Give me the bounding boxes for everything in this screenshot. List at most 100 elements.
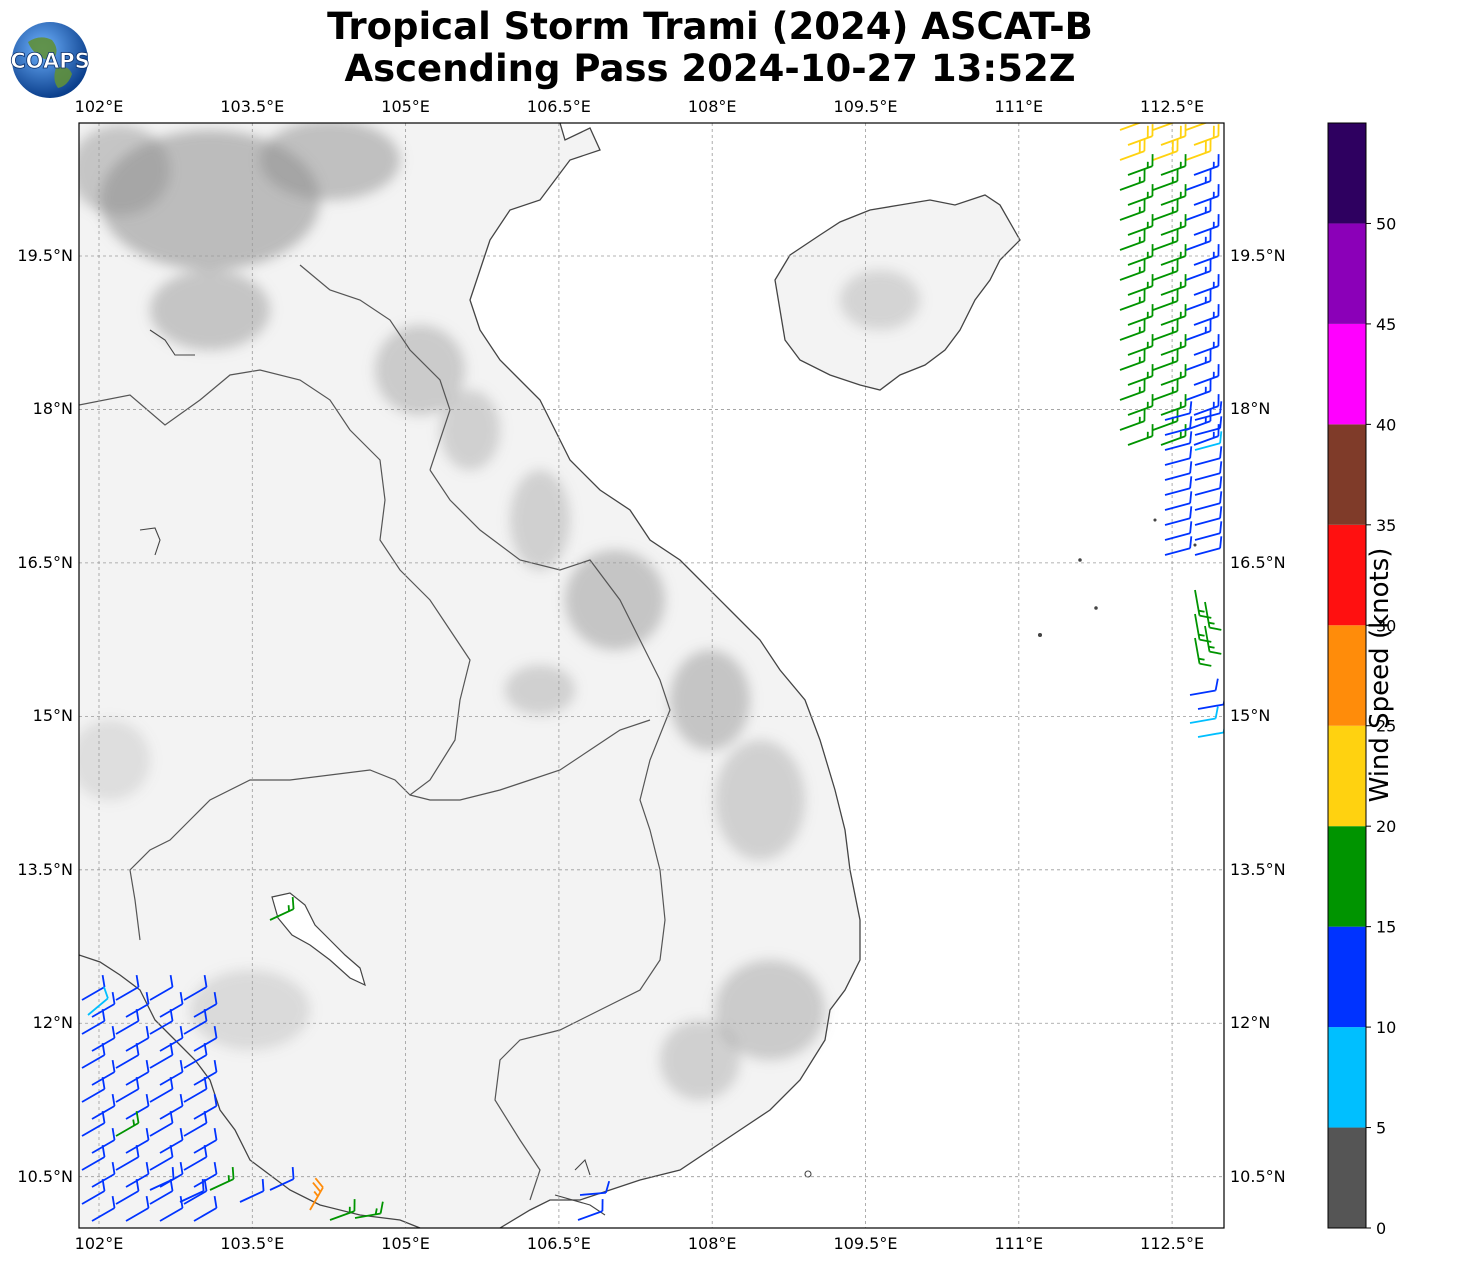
wind-barb [1152,379,1179,401]
lat-tick-label: 15°N [1230,706,1271,726]
wind-barb [149,1111,174,1137]
wind-barb [1185,289,1212,311]
colorbar-tick-label: 15 [1376,918,1396,937]
gridlines [79,123,1224,1228]
wind-barb [1127,394,1154,416]
lat-tick-label: 16.5°N [17,552,73,572]
lat-tick-label: 10.5°N [1230,1166,1286,1186]
wind-barb [1119,349,1146,371]
colorbar-bin [1328,123,1366,224]
country-borders [79,264,671,1201]
wind-barb [1127,334,1154,356]
lat-tick-label: 18°N [32,399,73,419]
coastline-gulf-thailand [79,954,421,1228]
wind-barb [1119,259,1146,281]
wind-barb [1127,424,1154,446]
lat-tick-label: 12°N [32,1013,73,1033]
wind-barb [1193,394,1220,416]
wind-barb [1164,416,1193,436]
lat-tick-label: 15°N [32,706,73,726]
wind-barb [183,1043,208,1069]
wind-barb [1185,259,1212,281]
wind-barb [1160,304,1187,326]
wind-barb [81,1111,106,1137]
lon-tick-label: 109.5°E [833,97,898,116]
wind-barb [1204,625,1222,655]
colorbar-tick-label: 50 [1376,214,1396,233]
wind-barb [1127,244,1154,266]
map-frame [78,122,1225,1229]
lon-tick-label: 112.5°E [1140,97,1205,116]
wind-barb [1194,637,1212,667]
colorbar-frame [1327,122,1367,1229]
wind-barb [239,1178,265,1203]
wind-barb [329,1199,356,1221]
wind-barb [1194,446,1223,466]
wind-barb [115,1043,140,1069]
wind-barb [1193,214,1220,236]
tonle-sap-lake [271,892,366,987]
wind-barb [1119,379,1146,401]
wind-barb [1185,379,1212,401]
map-title-line1: Tropical Storm Trami (2024) ASCAT-B [327,5,1093,48]
wind-barb [87,986,109,1016]
lon-tick-label: 108°E [687,97,737,116]
lon-tick-label: 112.5°E [1140,1234,1205,1253]
wind-barb [149,975,174,1001]
wind-barb [1119,169,1146,191]
wind-barb [269,1166,295,1191]
wind-barb [1127,154,1154,176]
wind-barbs [81,123,1224,1222]
wind-barb [183,1145,208,1171]
wind-barb [1194,536,1223,556]
wind-barb [1152,259,1179,281]
wind-barb [81,1145,106,1171]
wind-barb [115,1009,140,1035]
lon-tick-label: 102°E [74,97,124,116]
colorbar-bin [1328,323,1366,425]
wind-barb [1204,601,1222,631]
wind-barb [1193,364,1220,386]
coaps-logo: COAPS [10,22,90,98]
lon-tick-label: 103.5°E [220,97,285,116]
lat-tick-label: 13.5°N [17,859,73,879]
wind-barb [1119,289,1146,311]
wind-barb [149,1043,174,1069]
wind-barb [149,1009,174,1035]
wind-barb [1152,139,1179,161]
colorbar-bin [1328,725,1366,827]
wind-barb [183,1179,208,1205]
wind-barb [1160,184,1187,206]
wind-barb [309,1177,324,1211]
wind-barb [81,1009,106,1035]
wind-barb [1185,199,1212,221]
land-mainland [79,123,860,1228]
colorbar-bin [1328,424,1366,525]
wind-barb [1185,229,1212,251]
wind-barb [1193,334,1220,356]
wind-barb [1160,214,1187,236]
wind-barb [1160,334,1187,356]
lon-tick-label: 105°E [381,97,430,116]
wind-barb [1194,461,1223,481]
colorbar-tick-label: 45 [1376,315,1396,334]
wind-barb [1127,304,1154,326]
wind-barb [1164,461,1193,481]
wind-barb [1127,184,1154,206]
lon-tick-label: 103.5°E [220,1234,285,1253]
wind-barb [149,1077,174,1103]
colorbar-tick-label: 10 [1376,1018,1396,1037]
lon-tick-label: 111°E [994,1234,1044,1253]
wind-barb [1160,394,1187,416]
wind-barb [1119,199,1146,221]
wind-barb [1185,319,1212,341]
wind-barb [1193,304,1220,326]
wind-barb [1194,476,1223,496]
colorbar-tick-label: 35 [1376,516,1396,535]
wind-barb [1189,706,1219,724]
lon-tick-label: 106.5°E [526,1234,591,1253]
wind-barb [1152,289,1179,311]
wind-barb [1193,154,1220,176]
wind-barb [1193,124,1220,146]
